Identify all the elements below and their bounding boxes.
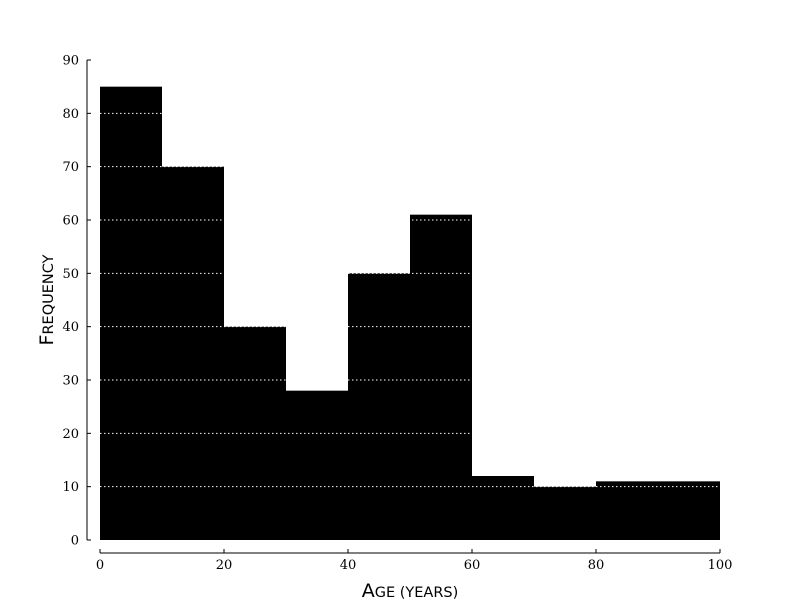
bar-0-10 [100, 86, 162, 541]
bar-20-30 [224, 326, 286, 540]
bar-60-70 [472, 476, 534, 540]
y-tick-label-80: 80 [62, 107, 79, 122]
ticks-group [87, 59, 721, 553]
x-tick-label-80: 80 [588, 558, 605, 573]
y-tick-label-20: 20 [62, 427, 79, 442]
bar-50-60 [410, 214, 472, 540]
x-tick-label-20: 20 [216, 558, 233, 573]
y-tick-label-10: 10 [62, 480, 79, 495]
y-tick-label-40: 40 [62, 320, 79, 335]
bar-30-40 [286, 390, 348, 540]
bar-70-80 [534, 486, 596, 540]
bars-group [100, 86, 720, 541]
gridlines-group [100, 112, 720, 488]
bar-80-90 [596, 481, 658, 540]
tick-labels-group: 0 10 20 30 40 50 60 70 80 90 0 20 40 60 80 100 [62, 54, 732, 574]
y-tick-label-0: 0 [71, 534, 79, 549]
x-tick-label-0: 0 [96, 558, 104, 573]
x-tick-label-60: 60 [464, 558, 481, 573]
y-tick-label-50: 50 [62, 267, 79, 282]
x-tick-label-100: 100 [708, 558, 733, 573]
x-axis-title: AGE (YEARS) [362, 580, 459, 600]
y-tick-label-90: 90 [62, 54, 79, 69]
bar-90-100 [658, 481, 720, 540]
y-tick-label-70: 70 [62, 160, 79, 175]
x-tick-label-40: 40 [340, 558, 357, 573]
y-axis-title: FREQUENCY [36, 254, 58, 345]
y-tick-label-30: 30 [62, 374, 79, 389]
bar-40-50 [348, 273, 410, 540]
axes-group [86, 60, 720, 554]
y-tick-label-60: 60 [62, 214, 79, 229]
bar-10-20 [162, 166, 224, 540]
